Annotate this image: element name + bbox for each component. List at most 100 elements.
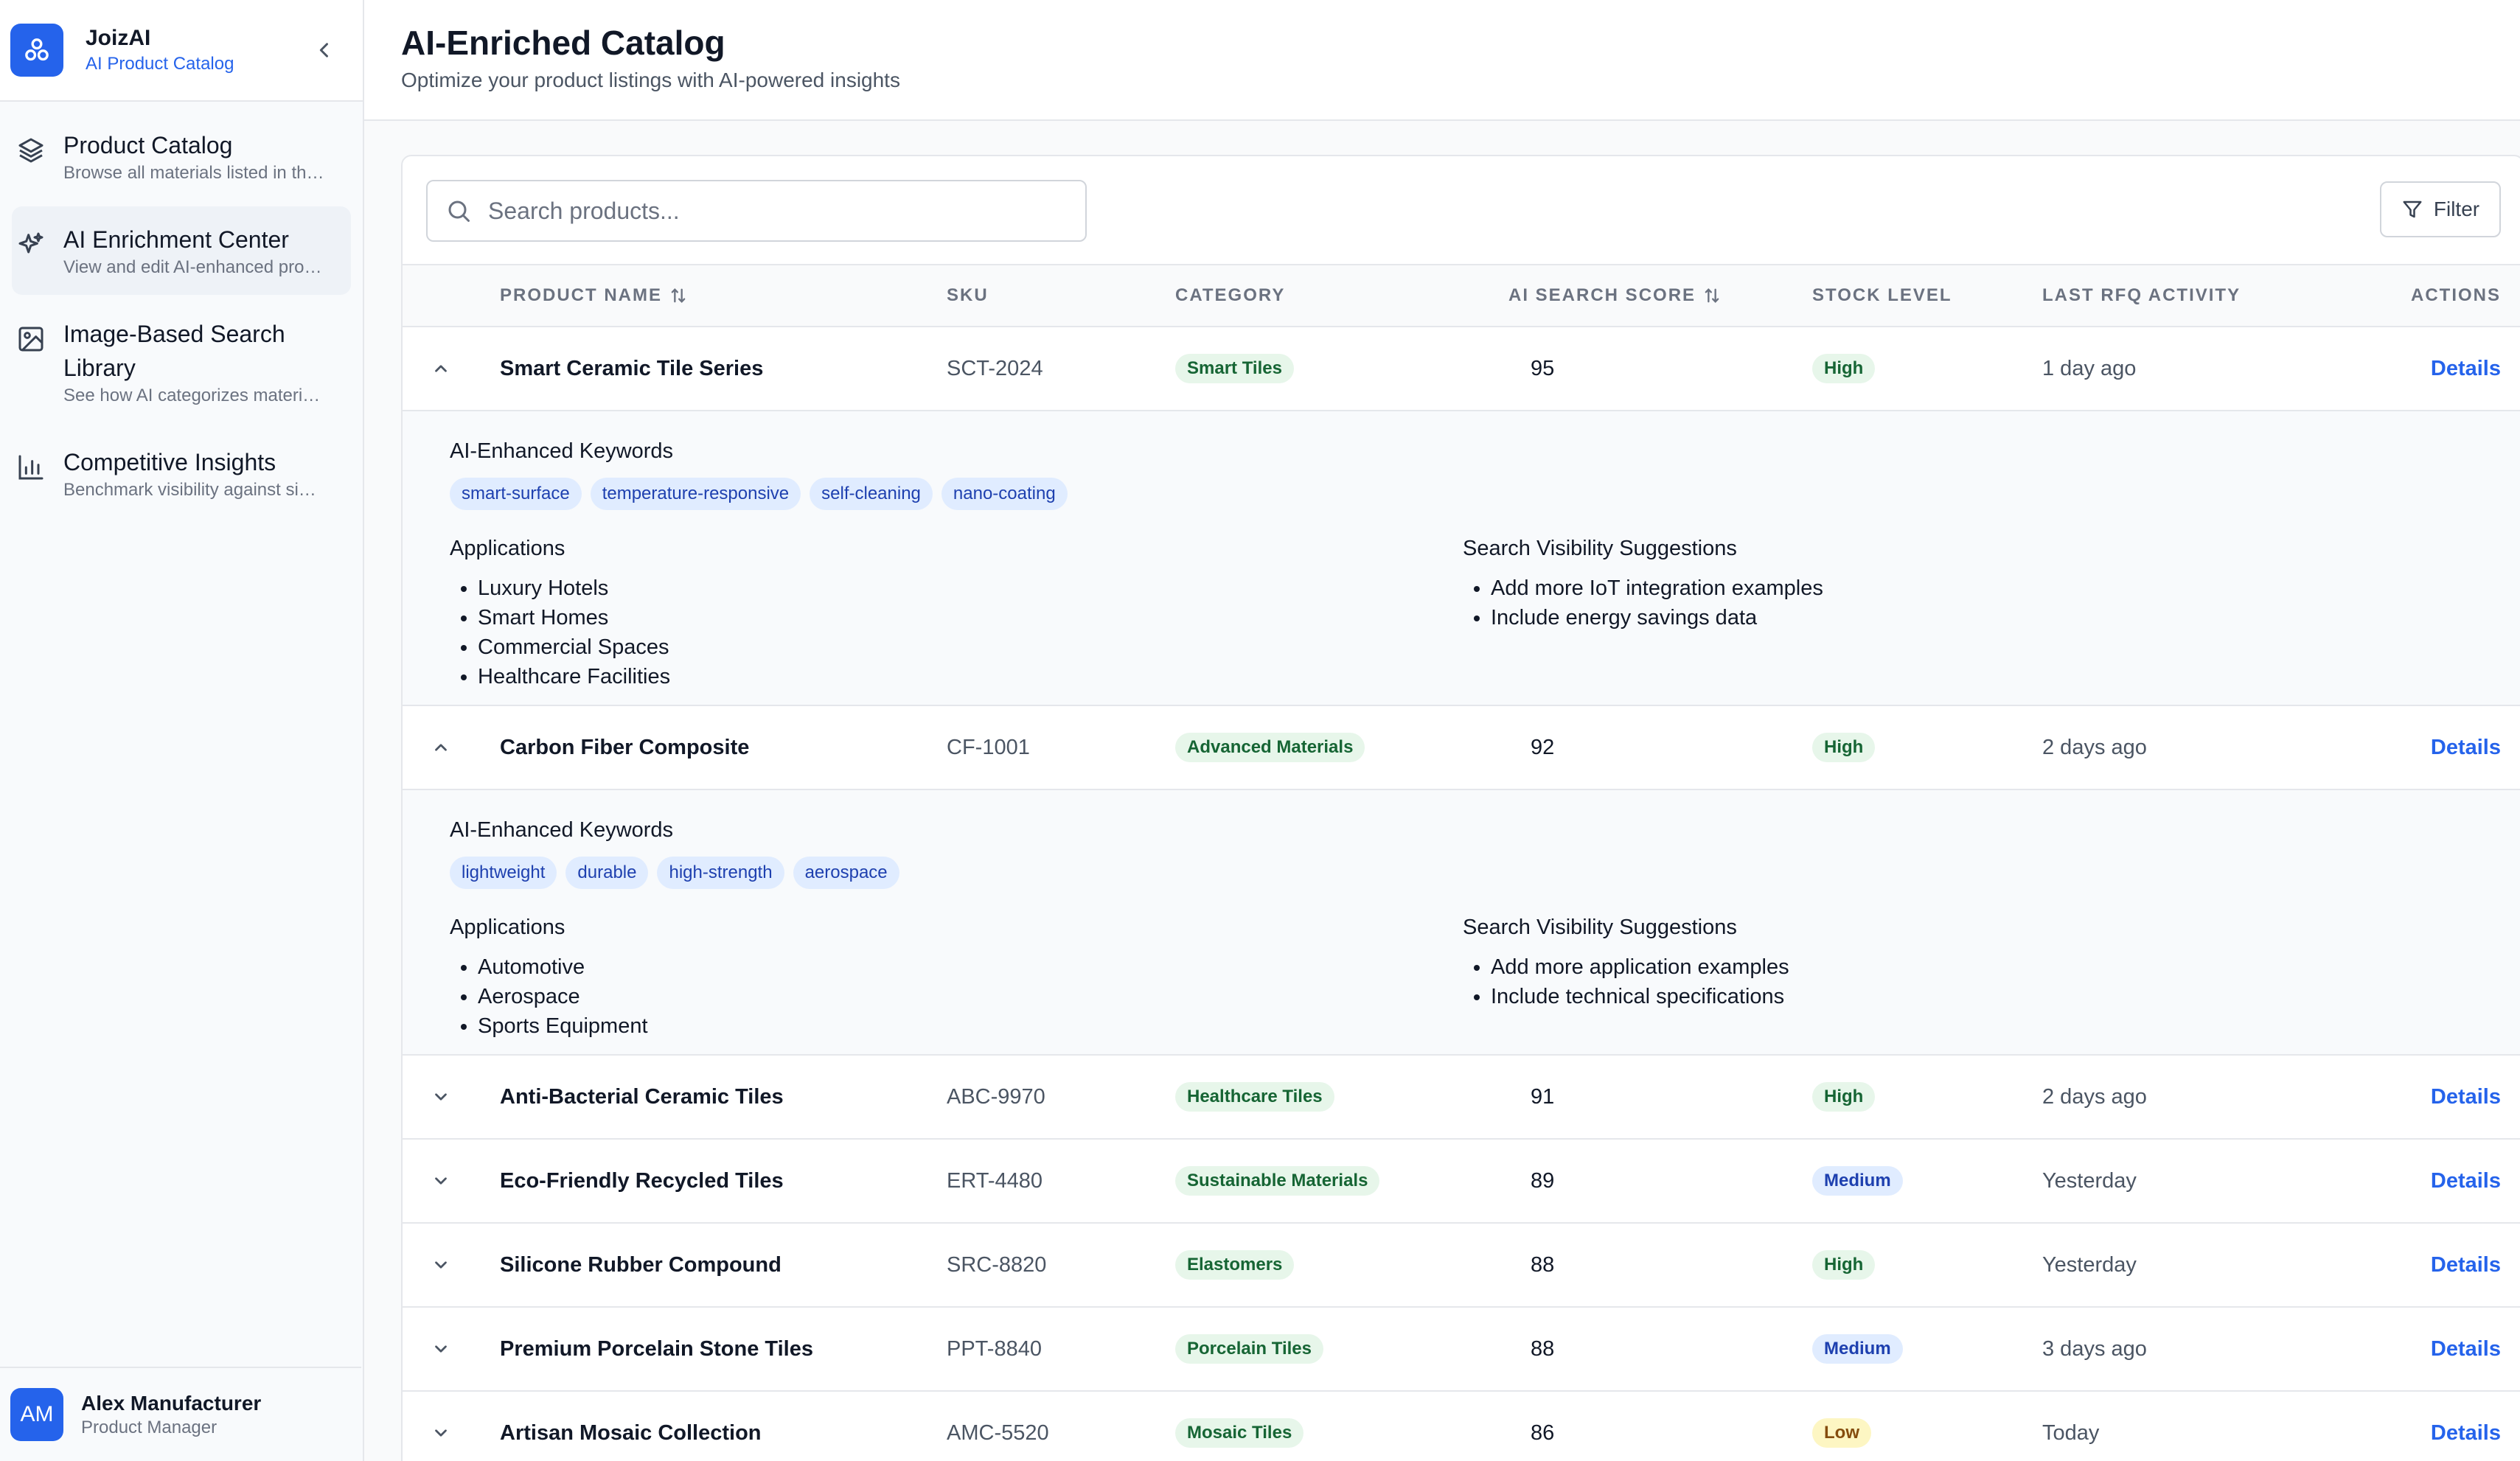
ai-search-score: 86 — [1531, 1420, 1555, 1445]
ai-search-score: 92 — [1531, 735, 1555, 759]
filter-icon — [2403, 201, 2422, 218]
chevron-up-icon[interactable] — [426, 706, 456, 789]
sort-icon — [671, 288, 686, 303]
last-rfq-activity: 2 days ago — [2042, 735, 2147, 759]
product-sku: ABC-9970 — [947, 1084, 1045, 1109]
application-item: Smart Homes — [478, 603, 1463, 632]
suggestions-section: Search Visibility Suggestions Add more ap… — [1463, 913, 2476, 1041]
page-title: AI-Enriched Catalog — [401, 24, 725, 62]
application-item: Healthcare Facilities — [478, 662, 1463, 691]
product-name: Premium Porcelain Stone Tiles — [500, 1336, 813, 1361]
sidebar-item-title: AI Enrichment Center — [63, 226, 289, 253]
application-item: Aerospace — [478, 982, 1463, 1011]
filter-label: Filter — [2433, 198, 2480, 220]
details-link[interactable]: Details — [2430, 735, 2501, 759]
category-badge: Mosaic Tiles — [1175, 1418, 1304, 1448]
category-badge: Porcelain Tiles — [1175, 1334, 1323, 1364]
details-link[interactable]: Details — [2430, 1420, 2501, 1445]
image-icon — [15, 317, 49, 407]
stock-badge: High — [1812, 733, 1876, 762]
table-row[interactable]: Silicone Rubber Compound SRC-8820 Elastome… — [403, 1224, 2520, 1308]
details-link[interactable]: Details — [2430, 1252, 2501, 1277]
row-details-panel: AI-Enhanced Keywords lightweight durable hi… — [403, 790, 2520, 1056]
sidebar-item-desc: See how AI categorizes materials by imag… — [63, 386, 329, 405]
product-sku: SRC-8820 — [947, 1252, 1047, 1277]
chevron-down-icon[interactable] — [426, 1308, 456, 1390]
chevron-up-icon[interactable] — [426, 327, 456, 410]
sidebar-item-competitive-insights[interactable]: Competitive Insights Benchmark visibilit… — [12, 429, 351, 517]
column-header-product-name[interactable]: PRODUCT NAME — [500, 285, 689, 306]
search-box[interactable] — [426, 180, 1087, 242]
chevron-down-icon[interactable] — [426, 1224, 456, 1306]
last-rfq-activity: 3 days ago — [2042, 1336, 2147, 1361]
brand-name: JoizAI — [86, 26, 151, 50]
applications-label: Applications — [450, 916, 565, 939]
category-badge: Healthcare Tiles — [1175, 1082, 1334, 1112]
column-header-actions: ACTIONS — [2411, 285, 2501, 305]
sidebar: JoizAI AI Product Catalog Product Catalo… — [0, 0, 364, 1461]
keyword-chip: lightweight — [450, 857, 557, 889]
product-name: Eco-Friendly Recycled Tiles — [500, 1168, 784, 1193]
details-link[interactable]: Details — [2430, 1336, 2501, 1361]
table-row[interactable]: Carbon Fiber Composite CF-1001 Advanced Ma… — [403, 706, 2520, 790]
sidebar-item-product-catalog[interactable]: Product Catalog Browse all materials lis… — [12, 112, 351, 201]
keyword-chip: smart-surface — [450, 478, 582, 510]
table-header: PRODUCT NAME SKU CATEGORY AI SEARCH SCOR… — [403, 265, 2520, 327]
chevron-down-icon[interactable] — [426, 1056, 456, 1138]
product-name: Artisan Mosaic Collection — [500, 1420, 762, 1445]
table-row[interactable]: Smart Ceramic Tile Series SCT-2024 Smart T… — [403, 327, 2520, 411]
keyword-chip: temperature-responsive — [590, 478, 801, 510]
applications-section: Applications Luxury HotelsSmart HomesComm… — [450, 534, 1463, 691]
suggestion-item: Include technical specifications — [1491, 982, 2476, 1011]
keyword-chips: smart-surface temperature-responsive self-… — [450, 478, 2476, 510]
sidebar-item-desc: Browse all materials listed in the catal… — [63, 163, 329, 183]
table-row[interactable]: Anti-Bacterial Ceramic Tiles ABC-9970 Heal… — [403, 1056, 2520, 1140]
chevron-left-icon — [319, 43, 328, 57]
column-header-stock-level: STOCK LEVEL — [1812, 285, 1952, 305]
product-sku: AMC-5520 — [947, 1420, 1049, 1445]
suggestion-item: Add more application examples — [1491, 952, 2476, 982]
details-link[interactable]: Details — [2430, 356, 2501, 380]
applications-label: Applications — [450, 537, 565, 560]
table-row[interactable]: Artisan Mosaic Collection AMC-5520 Mosaic … — [403, 1392, 2520, 1461]
product-name: Carbon Fiber Composite — [500, 735, 750, 759]
search-input[interactable] — [487, 196, 1065, 226]
stock-badge: High — [1812, 354, 1876, 383]
sparkles-icon — [15, 223, 49, 279]
brand-subtitle: AI Product Catalog — [86, 54, 234, 74]
avatar: AM — [10, 1388, 63, 1441]
user-profile[interactable]: AM Alex Manufacturer Product Manager — [0, 1367, 361, 1461]
ai-search-score: 89 — [1531, 1168, 1555, 1193]
table-body: Smart Ceramic Tile Series SCT-2024 Smart T… — [403, 327, 2520, 1461]
brand-logo-icon — [10, 24, 63, 77]
chevron-down-icon[interactable] — [426, 1392, 456, 1461]
category-badge: Elastomers — [1175, 1250, 1295, 1280]
layers-icon — [15, 128, 49, 184]
row-details-panel: AI-Enhanced Keywords smart-surface tempera… — [403, 411, 2520, 706]
sidebar-item-desc: Benchmark visibility against similar pro… — [63, 480, 329, 500]
search-icon — [448, 201, 470, 222]
column-header-ai-search-score[interactable]: AI SEARCH SCORE — [1508, 285, 1722, 306]
table-row[interactable]: Eco-Friendly Recycled Tiles ERT-4480 Susta… — [403, 1140, 2520, 1224]
sidebar-item-image-based-search-library[interactable]: Image-Based Search Library See how AI ca… — [12, 301, 351, 423]
table-row[interactable]: Premium Porcelain Stone Tiles PPT-8840 Por… — [403, 1308, 2520, 1392]
filter-button[interactable]: Filter — [2380, 181, 2501, 237]
column-header-sku: SKU — [947, 285, 989, 305]
product-name: Smart Ceramic Tile Series — [500, 356, 764, 380]
details-link[interactable]: Details — [2430, 1084, 2501, 1109]
product-name: Anti-Bacterial Ceramic Tiles — [500, 1084, 784, 1109]
user-role: Product Manager — [81, 1418, 217, 1437]
column-header-last-rfq-activity: LAST RFQ ACTIVITY — [2042, 285, 2241, 305]
collapse-sidebar-button[interactable] — [307, 32, 342, 68]
keyword-chips: lightweight durable high-strength aerospace — [450, 857, 2476, 889]
bar-chart-icon — [15, 445, 49, 501]
column-header-label: AI SEARCH SCORE — [1508, 285, 1696, 305]
page-subtitle: Optimize your product listings with AI-p… — [401, 69, 900, 91]
suggestions-label: Search Visibility Suggestions — [1463, 916, 1737, 939]
keywords-label: AI-Enhanced Keywords — [450, 439, 674, 463]
stock-badge: Medium — [1812, 1334, 1903, 1364]
sidebar-item-title: Image-Based Search Library — [63, 321, 285, 381]
details-link[interactable]: Details — [2430, 1168, 2501, 1193]
chevron-down-icon[interactable] — [426, 1140, 456, 1222]
sidebar-item-ai-enrichment-center[interactable]: AI Enrichment Center View and edit AI-en… — [12, 206, 351, 295]
